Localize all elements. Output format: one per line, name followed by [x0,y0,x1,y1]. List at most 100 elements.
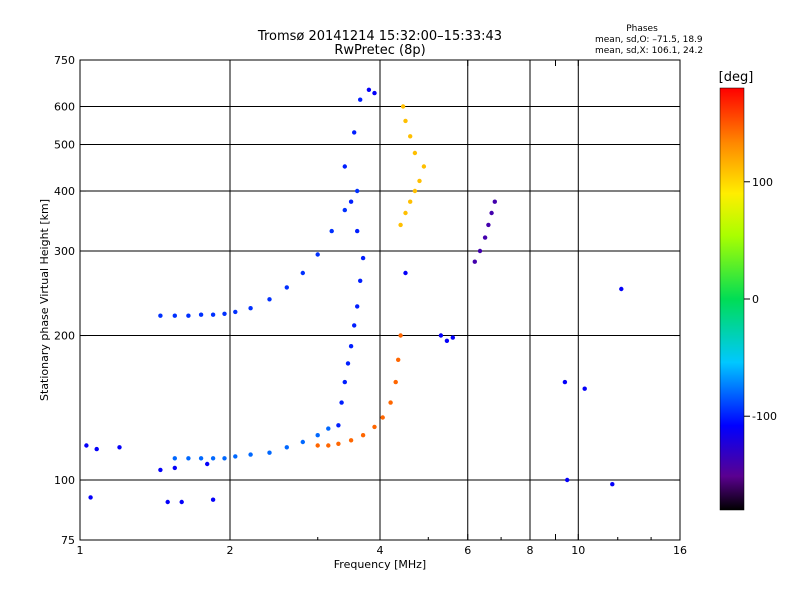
data-point [486,222,491,228]
data-point [417,178,422,184]
data-point [372,90,377,96]
data-point [355,304,360,309]
data-point [336,441,341,446]
y-tick-label: 500 [54,139,75,152]
data-point [360,433,366,438]
stats-line-o: mean, sd,O: –71.5, 18.9 [595,35,703,45]
data-point [329,228,334,234]
data-point [492,199,497,204]
data-point [444,338,450,343]
data-point [408,134,413,139]
y-tick-label: 75 [61,534,75,547]
data-point [172,456,177,461]
data-point [267,450,272,455]
data-point [198,312,204,317]
data-points [84,87,624,505]
y-tick-label: 600 [54,101,75,114]
data-point [284,285,289,290]
x-tick-label: 1 [77,544,84,557]
x-axis-label: Frequency [MHz] [334,558,426,571]
data-point [352,130,357,135]
data-point [210,312,216,317]
data-point [489,210,494,216]
data-point [619,286,624,292]
data-point [565,477,570,483]
data-point [172,465,177,471]
data-point [339,400,344,405]
data-point [352,323,357,328]
y-tick-label: 400 [54,185,75,198]
x-tick-label: 16 [673,544,687,557]
data-point [300,270,305,276]
data-point [267,297,272,302]
data-point [403,210,408,216]
stats-heading: Phases [626,24,658,34]
colorbar-tick-label: -100 [752,410,777,423]
x-tick-label: 2 [227,544,234,557]
chart-title: Tromsø 20141214 15:32:00–15:33:43 [257,29,502,44]
data-point [198,456,204,461]
data-point [315,443,320,448]
data-point [482,235,488,240]
data-point [348,199,354,204]
data-point [472,259,477,264]
data-point [408,199,413,204]
x-tick-label: 4 [377,544,384,557]
data-point [117,445,122,450]
colorbar [719,87,745,511]
data-point [421,164,427,169]
data-point [393,379,398,385]
colorbar-label: [deg] [719,70,754,85]
data-point [366,87,372,93]
data-point [358,278,363,283]
data-point [300,439,305,445]
data-point [233,454,238,459]
data-point [355,228,360,234]
colorbar-tick-label: 100 [752,176,773,189]
data-point [222,311,227,316]
data-point [360,255,366,261]
data-point [186,456,191,461]
data-point [233,309,238,315]
data-point [372,424,377,430]
data-point [355,188,360,194]
data-point [345,361,351,366]
data-point [477,248,483,254]
data-point [158,313,163,318]
y-tick-label: 300 [54,245,75,258]
x-tick-label: 6 [464,544,471,557]
data-point [398,222,403,228]
data-point [450,335,455,340]
stats-line-x: mean, sd,X: 106.1, 24.2 [595,46,703,56]
data-point [315,252,320,257]
data-point [348,344,354,349]
data-point [248,306,253,311]
data-point [400,104,406,109]
data-point [342,379,347,385]
data-point [398,333,403,338]
data-point [610,482,615,487]
data-point [210,497,216,502]
data-point [412,150,418,156]
data-point [336,423,341,428]
data-point [342,207,347,213]
data-point [403,118,408,124]
data-point [326,426,331,431]
y-tick-label: 100 [54,474,75,487]
data-point [179,499,184,505]
data-point [403,270,408,276]
data-point [222,456,227,461]
data-point [158,467,163,473]
y-tick-label: 750 [54,54,75,67]
data-point [388,400,393,405]
colorbar-ticks: 100 0 -100 [744,176,777,423]
data-point [348,438,354,443]
data-point [84,443,89,448]
data-point [380,415,385,420]
data-point [315,433,320,438]
data-point [88,495,93,500]
x-tick-label: 10 [571,544,585,557]
data-point [582,386,587,391]
data-point [205,461,210,467]
